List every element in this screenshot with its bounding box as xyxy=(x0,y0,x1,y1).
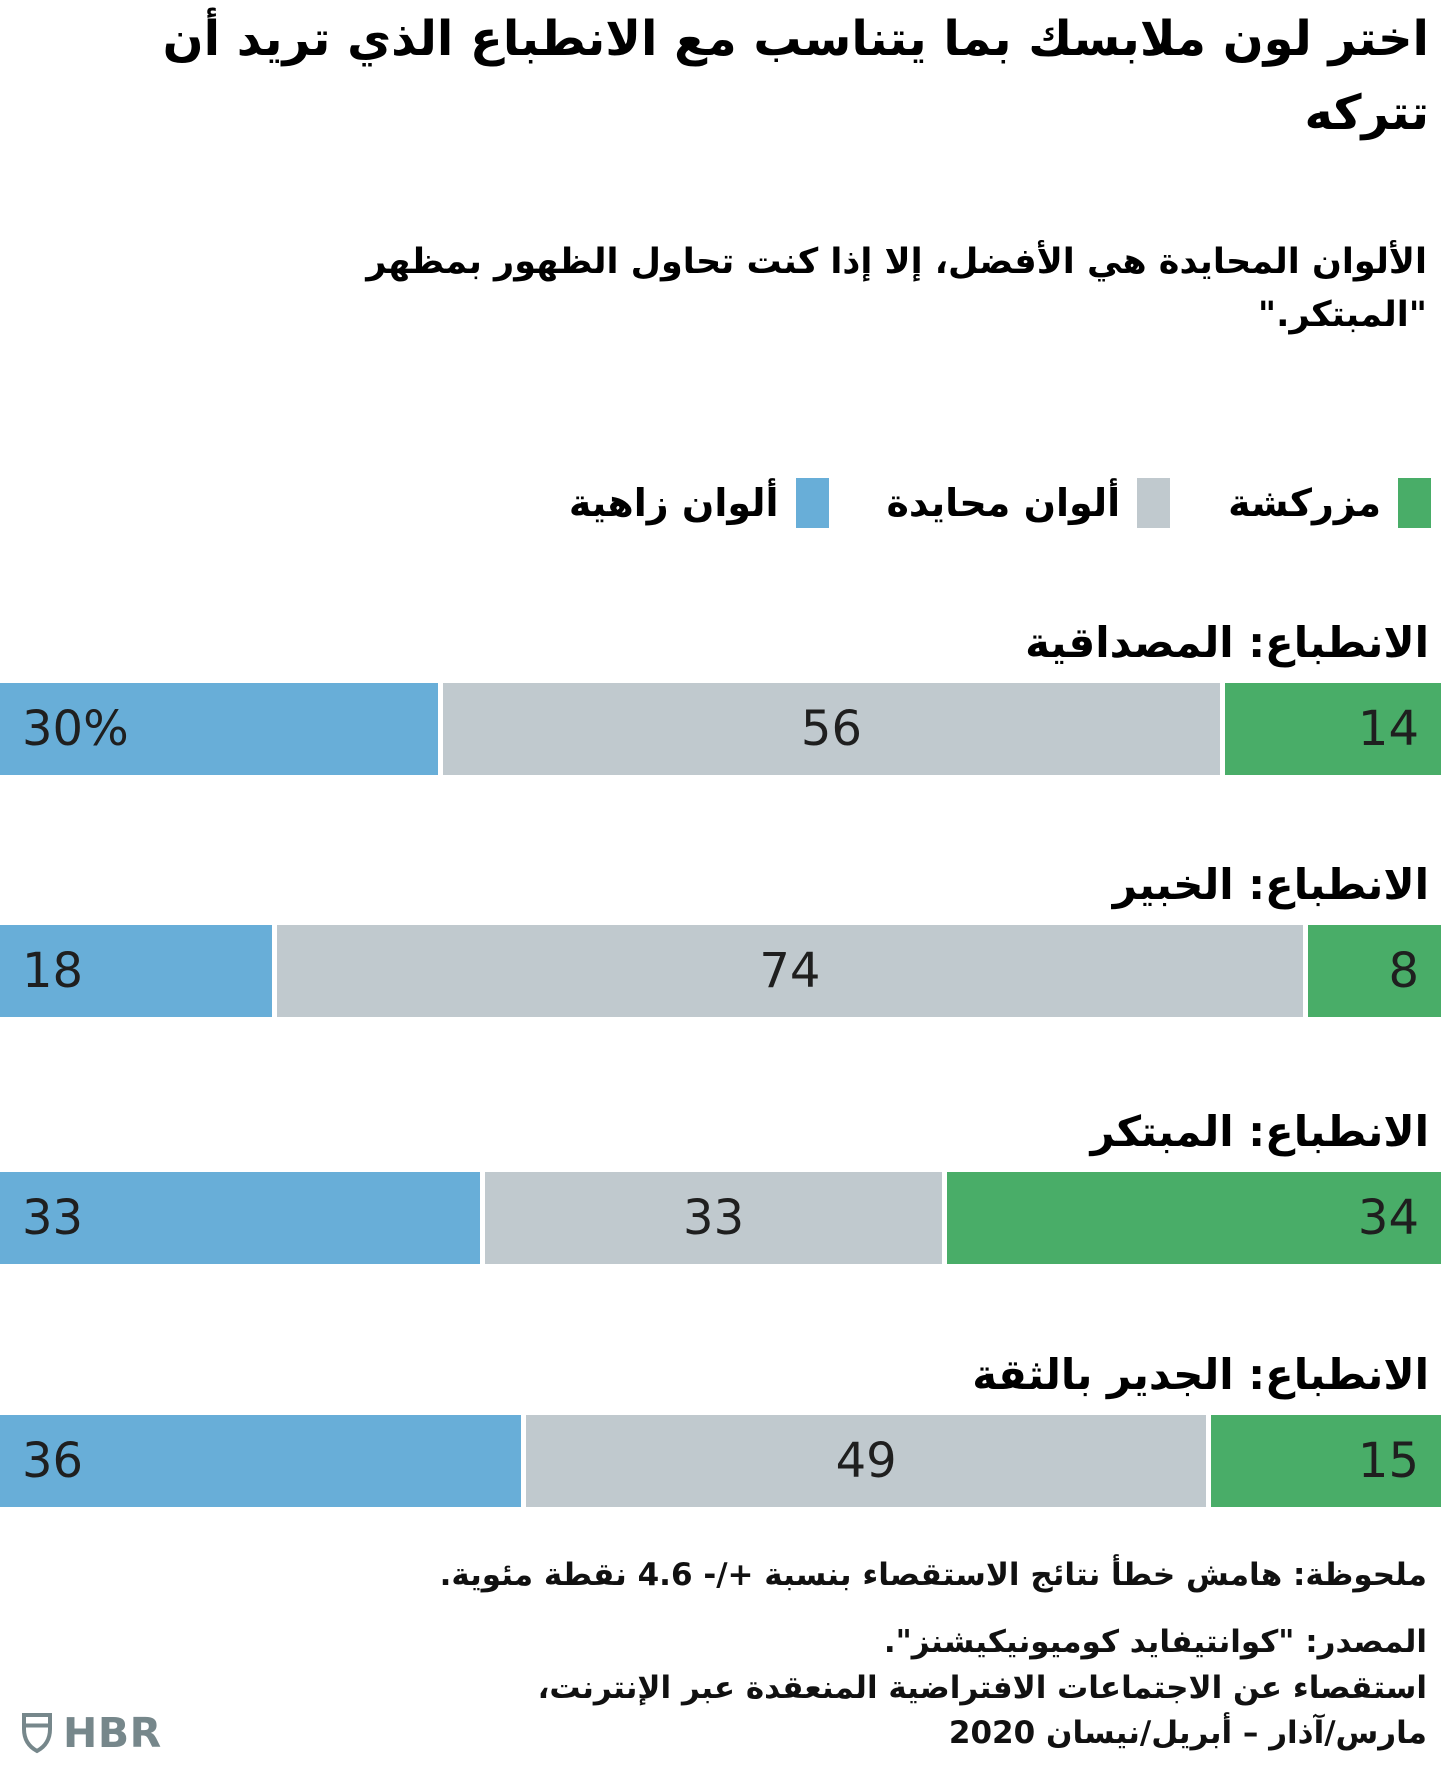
bar-group: الانطباع: الجدير بالثقة 15 49 36 xyxy=(0,1347,1441,1507)
bar-group: الانطباع: المبتكر 34 33 33 xyxy=(0,1104,1441,1264)
stacked-bar: 34 33 33 xyxy=(0,1172,1441,1264)
bar-category-label: الانطباع: المصداقية xyxy=(1025,618,1429,667)
stacked-bar: 14 56 30% xyxy=(0,683,1441,775)
source-line-3: مارس/آذار – أبريل/نيسان 2020 xyxy=(948,1715,1427,1752)
subtitle-line-1: الألوان المحايدة هي الأفضل، إلا إذا كنت … xyxy=(366,242,1427,282)
hbr-shield-icon xyxy=(22,1713,52,1754)
segment-value-label: 33 xyxy=(22,1190,84,1246)
segment-value-label: 18 xyxy=(22,943,84,999)
legend-label-bright: ألوان زاهية xyxy=(568,481,779,525)
bar-segment-patterned: 14 xyxy=(1224,683,1441,775)
chart-title: اختر لون ملابسك بما يتناسب مع الانطباع ا… xyxy=(12,2,1429,151)
bar-segment-neutral: 33 xyxy=(484,1172,943,1264)
bar-segment-bright: 33 xyxy=(0,1172,480,1264)
chart-subtitle: الألوان المحايدة هي الأفضل، إلا إذا كنت … xyxy=(110,236,1427,342)
segment-value-label: 74 xyxy=(759,943,821,999)
chart-source: المصدر: "كوانتيفايد كوميونيكيشنز". استقص… xyxy=(220,1620,1427,1757)
segment-value-label: 14 xyxy=(1357,701,1419,757)
title-line-1: اختر لون ملابسك بما يتناسب مع الانطباع ا… xyxy=(162,11,1429,67)
segment-value-label: 15 xyxy=(1357,1433,1419,1489)
legend-swatch-patterned-icon xyxy=(1398,478,1431,528)
segment-value-label: 49 xyxy=(835,1433,897,1489)
bar-category-label: الانطباع: الجدير بالثقة xyxy=(972,1350,1429,1399)
bar-segment-neutral: 74 xyxy=(276,925,1304,1017)
segment-value-label: 36 xyxy=(22,1433,84,1489)
source-line-2: استقصاء عن الاجتماعات الافتراضية المنعقد… xyxy=(537,1669,1427,1706)
hbr-logo: HBR xyxy=(20,1712,162,1754)
segment-value-label: 8 xyxy=(1388,943,1419,999)
bar-segment-neutral: 49 xyxy=(526,1415,1206,1507)
bar-segment-neutral: 56 xyxy=(443,683,1220,775)
stacked-bar: 8 74 18 xyxy=(0,925,1441,1017)
title-line-2: تتركه xyxy=(1304,85,1430,142)
segment-value-label: 30% xyxy=(22,701,129,757)
bar-category-label: الانطباع: المبتكر xyxy=(1090,1107,1429,1156)
source-line-1: المصدر: "كوانتيفايد كوميونيكيشنز". xyxy=(883,1624,1427,1660)
bar-segment-patterned: 15 xyxy=(1210,1415,1441,1507)
chart-note: ملحوظة: هامش خطأ نتائج الاستقصاء بنسبة +… xyxy=(439,1557,1427,1593)
bar-group: الانطباع: الخبير 8 74 18 xyxy=(0,857,1441,1017)
segment-value-label: 34 xyxy=(1357,1190,1419,1246)
segment-value-label: 33 xyxy=(683,1190,745,1246)
bar-segment-bright: 30% xyxy=(0,683,439,775)
stacked-bar: 15 49 36 xyxy=(0,1415,1441,1507)
bar-segment-patterned: 34 xyxy=(947,1172,1441,1264)
segment-value-label: 56 xyxy=(800,701,862,757)
bar-segment-bright: 36 xyxy=(0,1415,522,1507)
hbr-logo-text: HBR xyxy=(63,1708,162,1757)
legend-item-neutral: ألوان محايدة xyxy=(887,478,1171,528)
chart-legend: مزركشة ألوان محايدة ألوان زاهية xyxy=(10,474,1431,532)
legend-swatch-bright-icon xyxy=(795,478,829,528)
subtitle-line-2: "المبتكر." xyxy=(1257,295,1427,336)
legend-swatch-neutral-icon xyxy=(1137,478,1171,528)
legend-item-bright: ألوان زاهية xyxy=(569,478,829,528)
legend-item-patterned: مزركشة xyxy=(1228,478,1431,528)
bar-segment-patterned: 8 xyxy=(1308,925,1441,1017)
bar-category-label: الانطباع: الخبير xyxy=(1112,860,1429,909)
legend-label-neutral: ألوان محايدة xyxy=(886,481,1121,525)
bar-segment-bright: 18 xyxy=(0,925,272,1017)
bar-group: الانطباع: المصداقية 14 56 30% xyxy=(0,615,1441,775)
legend-label-patterned: مزركشة xyxy=(1228,481,1381,525)
